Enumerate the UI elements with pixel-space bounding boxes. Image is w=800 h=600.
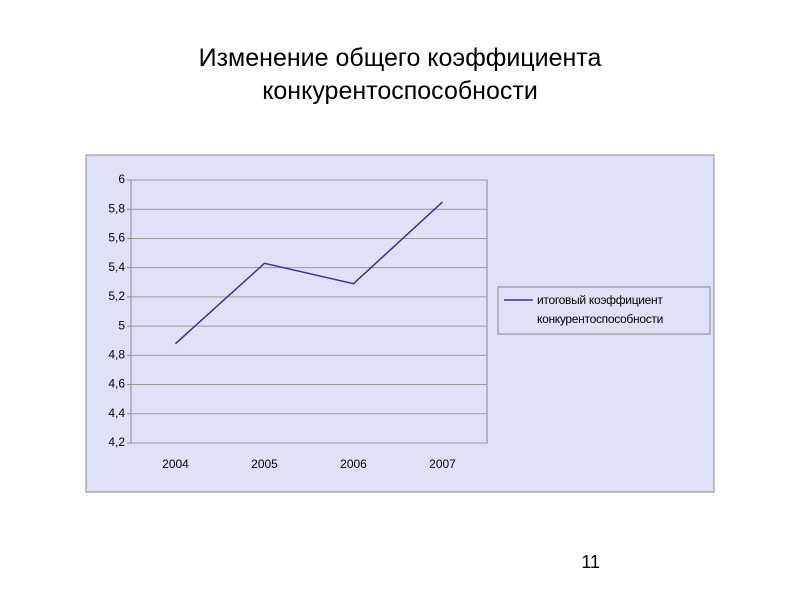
line-series — [174, 201, 444, 345]
x-tick-label: 2007 — [429, 457, 456, 471]
page-number: 11 — [581, 552, 600, 572]
y-tick-label: 5,6 — [108, 231, 125, 245]
y-tick-label: 4,8 — [108, 348, 125, 362]
y-tick-label: 5,4 — [108, 260, 125, 274]
y-tick-label: 6 — [118, 172, 125, 186]
y-tick-label: 4,2 — [108, 435, 125, 449]
x-tick-label: 2006 — [340, 457, 367, 471]
y-tick-label: 4,4 — [108, 406, 125, 420]
x-tick-label: 2005 — [251, 457, 278, 471]
y-tick-label: 5,8 — [108, 201, 125, 215]
x-tick-label: 2004 — [162, 457, 189, 471]
y-tick-label: 4,6 — [108, 377, 125, 391]
y-tick-label: 5 — [118, 318, 125, 332]
legend-box — [497, 286, 711, 335]
y-tick-label: 5,2 — [108, 289, 125, 303]
legend-label: итоговый коэффициент конкурентоспособнос… — [537, 293, 663, 326]
slide-title: конкурентоспособности — [262, 77, 538, 105]
slide-title: Изменение общего коэффициента — [198, 44, 602, 72]
plot-area — [130, 179, 488, 444]
